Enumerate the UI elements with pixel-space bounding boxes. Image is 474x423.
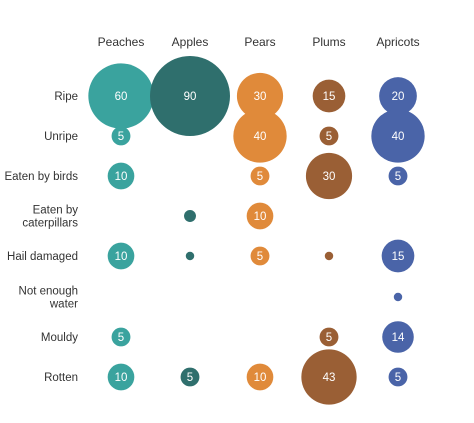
bubble-mouldy-plums <box>319 327 339 347</box>
bubble-value-label: 10 <box>115 171 128 183</box>
bubble-rotten-apricots <box>388 367 408 387</box>
bubble-eaten-by-birds-pears <box>250 166 270 186</box>
bubble-hail-damaged-plums <box>324 251 334 261</box>
row-label-line: Eaten by <box>33 205 79 217</box>
bubble-unripe-plums <box>319 126 339 146</box>
bubble-value-label: 30 <box>323 171 336 183</box>
bubble-rotten-pears <box>246 363 274 391</box>
bubble-rotten-peaches <box>107 363 135 391</box>
bubble-unripe-pears <box>233 109 287 163</box>
column-label-peaches: Peaches <box>98 35 145 49</box>
row-label-line: Rotten <box>44 372 78 384</box>
row-label-line: water <box>49 299 78 311</box>
row-label-unripe: Unripe <box>44 131 78 143</box>
bubble-value-label: 10 <box>115 251 128 263</box>
bubble-mouldy-apricots <box>382 321 414 353</box>
row-label-mouldy: Mouldy <box>41 332 78 344</box>
row-label-line: Not enough <box>19 286 78 298</box>
bubble-value-label: 5 <box>257 251 263 263</box>
bubble-value-label: 5 <box>118 131 124 143</box>
bubble-eaten-by-birds-peaches <box>107 162 135 190</box>
bubble-value-label: 40 <box>392 131 405 143</box>
bubble-value-label: 5 <box>395 372 401 384</box>
row-label-not-enough-water: Not enough water <box>19 286 79 311</box>
bubble-value-label: 30 <box>254 91 267 103</box>
bubble-eaten-by-caterpillars-pears <box>246 202 274 230</box>
bubble-value-label: 10 <box>115 372 128 384</box>
bubble-value-label: 5 <box>395 171 401 183</box>
row-label-line: caterpillars <box>22 218 78 230</box>
row-label-line: Mouldy <box>41 332 78 344</box>
bubble-ripe-peaches <box>88 63 154 129</box>
row-label-eaten-by-birds: Eaten by birds <box>4 171 78 183</box>
bubble-ripe-apples <box>150 56 230 136</box>
bubble-eaten-by-birds-apricots <box>388 166 408 186</box>
bubble-mouldy-peaches <box>111 327 131 347</box>
bubble-ripe-apricots <box>379 77 417 115</box>
bubble-eaten-by-caterpillars-apples <box>184 210 196 222</box>
column-label-apricots: Apricots <box>376 35 419 49</box>
bubble-value-label: 20 <box>392 91 405 103</box>
bubble-ripe-pears <box>236 72 284 120</box>
bubble-value-label: 5 <box>187 372 193 384</box>
bubble-hail-damaged-peaches <box>107 242 135 270</box>
row-label-line: Ripe <box>54 91 78 103</box>
bubble-hail-damaged-apricots <box>381 239 415 273</box>
bubble-value-label: 14 <box>392 332 405 344</box>
row-label-rotten: Rotten <box>44 372 78 384</box>
bubble-value-label: 5 <box>257 171 263 183</box>
bubble-unripe-apricots <box>371 109 425 163</box>
bubble-value-label: 40 <box>254 131 267 143</box>
bubble-unripe-peaches <box>111 126 131 146</box>
column-label-pears: Pears <box>244 35 275 49</box>
row-label-ripe: Ripe <box>54 91 78 103</box>
bubble-value-label: 43 <box>323 372 336 384</box>
bubble-value-label: 60 <box>115 91 128 103</box>
bubble-ripe-plums <box>312 79 346 113</box>
bubble-value-label: 10 <box>254 211 267 223</box>
bubble-hail-damaged-apples <box>185 251 195 261</box>
bubble-hail-damaged-pears <box>250 246 270 266</box>
bubble-value-label: 15 <box>392 251 405 263</box>
bubble-rotten-plums <box>301 349 357 405</box>
row-label-line: Unripe <box>44 131 78 143</box>
column-label-apples: Apples <box>172 35 209 49</box>
row-label-eaten-by-caterpillars: Eaten by caterpillars <box>22 205 78 230</box>
row-label-line: Hail damaged <box>7 251 78 263</box>
bubble-value-label: 90 <box>184 91 197 103</box>
bubble-value-label: 10 <box>254 372 267 384</box>
bubble-value-label: 5 <box>326 131 332 143</box>
bubble-value-label: 5 <box>118 332 124 344</box>
bubble-rotten-apples <box>180 367 200 387</box>
bubble-value-label: 5 <box>326 332 332 344</box>
row-label-line: Eaten by birds <box>4 171 78 183</box>
row-label-hail-damaged: Hail damaged <box>7 251 78 263</box>
bubble-eaten-by-birds-plums <box>305 152 353 200</box>
bubble-not-enough-water-apricots <box>393 292 403 302</box>
bubble-value-label: 15 <box>323 91 336 103</box>
column-label-plums: Plums <box>312 35 345 49</box>
